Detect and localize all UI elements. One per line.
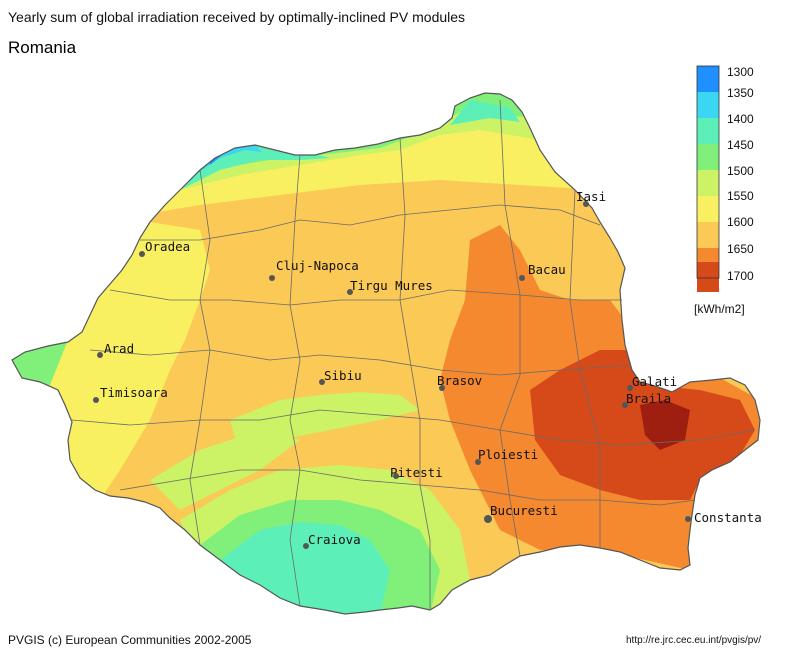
legend-label-1650: 1650 <box>727 242 754 256</box>
legend-label-1600: 1600 <box>727 215 754 229</box>
city-marker-ploiesti <box>475 459 481 465</box>
city-marker-bacau <box>519 275 525 281</box>
legend-label-1550: 1550 <box>727 189 754 203</box>
city-marker-arad <box>97 352 103 358</box>
zone-1700-east <box>530 350 755 500</box>
legend-label-1700: 1700 <box>727 269 754 283</box>
city-labels: Iasi Oradea Cluj-Napoca Bacau Tirgu Mure… <box>100 189 762 547</box>
city-label-oradea: Oradea <box>145 239 190 254</box>
city-marker-galati <box>627 385 633 391</box>
legend-swatch-1550 <box>697 196 719 222</box>
city-label-craiova: Craiova <box>308 532 361 547</box>
city-marker-tirgu-mures <box>347 289 353 295</box>
legend-label-1400: 1400 <box>727 112 754 126</box>
country-border <box>11 92 761 615</box>
legend-swatch-1700 <box>697 262 719 292</box>
footer-credit: PVGIS (c) European Communities 2002-2005 <box>8 633 252 647</box>
city-label-braila: Braila <box>626 391 671 406</box>
city-label-iasi: Iasi <box>576 189 606 204</box>
city-marker-bucuresti <box>484 515 492 523</box>
city-marker-braila <box>622 402 628 408</box>
city-label-cluj-napoca: Cluj-Napoca <box>276 258 359 273</box>
zone-1700-core <box>640 400 690 450</box>
legend-swatch-1300 <box>697 66 719 92</box>
legend-swatch-1350 <box>697 92 719 118</box>
legend-labels: 1300 1350 1400 1450 1500 1550 1600 1650 … <box>727 65 754 283</box>
city-label-timisoara: Timisoara <box>100 385 168 400</box>
city-label-bacau: Bacau <box>528 262 566 277</box>
city-marker-sibiu <box>319 379 325 385</box>
irradiation-zones <box>12 93 760 614</box>
city-label-sibiu: Sibiu <box>324 368 362 383</box>
zone-1500-southwest <box>150 430 300 510</box>
legend-swatch-1600 <box>697 222 719 248</box>
legend-swatch-1400 <box>697 118 719 144</box>
city-label-brasov: Brasov <box>437 373 482 388</box>
legend-label-1450: 1450 <box>727 138 754 152</box>
footer-url: http://re.jrc.cec.eu.int/pvgis/pv/ <box>626 635 762 646</box>
city-label-constanta: Constanta <box>694 510 762 525</box>
city-marker-brasov <box>439 385 445 391</box>
city-marker-constanta <box>685 516 691 522</box>
city-marker-timisoara <box>93 397 99 403</box>
legend-swatch-1450 <box>697 144 719 170</box>
legend-label-1300: 1300 <box>727 65 754 79</box>
zone-1400-northeast <box>450 100 520 125</box>
city-marker-craiova <box>303 543 309 549</box>
legend-label-1350: 1350 <box>727 86 754 100</box>
county-boundaries <box>71 99 756 610</box>
city-marker-pitesti <box>393 473 399 479</box>
country-name: Romania <box>8 38 77 57</box>
city-marker-oradea <box>139 251 145 257</box>
legend-unit: [kWh/m2] <box>694 302 745 316</box>
city-label-pitesti: Pitesti <box>390 465 443 480</box>
city-label-tirgu-mures: Tirgu Mures <box>350 278 433 293</box>
city-marker-cluj-napoca <box>269 275 275 281</box>
legend-label-1500: 1500 <box>727 164 754 178</box>
city-marker-iasi <box>583 201 589 207</box>
city-label-arad: Arad <box>104 341 134 356</box>
legend-color-bar <box>696 65 720 292</box>
city-markers <box>93 201 691 549</box>
city-label-galati: Galati <box>632 374 677 389</box>
city-label-ploiesti: Ploiesti <box>478 447 538 462</box>
map-title: Yearly sum of global irradiation receive… <box>8 9 466 25</box>
city-label-bucuresti: Bucuresti <box>490 503 558 518</box>
legend-swatch-1500 <box>697 170 719 196</box>
